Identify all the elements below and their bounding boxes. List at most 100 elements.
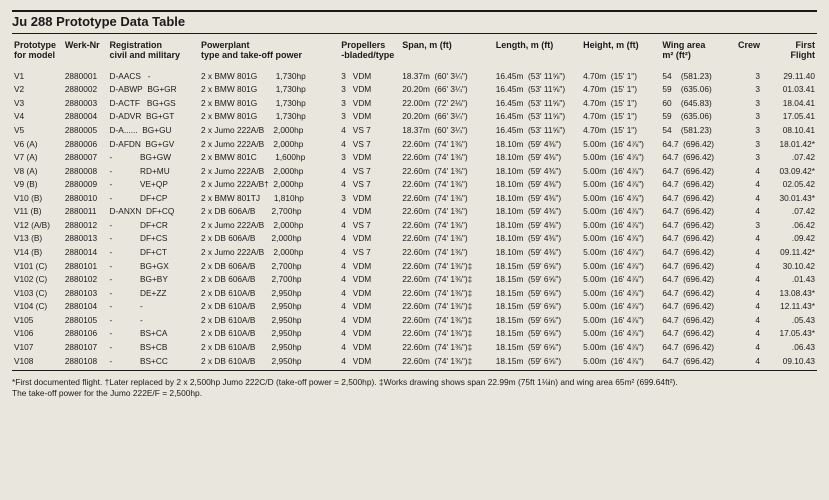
cell-power: 2 x BMW 801G 1,730hp xyxy=(199,97,339,111)
cell-crew: 3 xyxy=(732,65,762,83)
cell-prop: 4 VDM xyxy=(339,314,400,328)
cell-span: 22.60m (74' 1⅜") xyxy=(400,219,494,233)
cell-flight: 30.01.43* xyxy=(762,192,817,206)
cell-werk: 2880103 xyxy=(63,287,108,301)
cell-werk: 2880005 xyxy=(63,124,108,138)
cell-proto: V5 xyxy=(12,124,63,138)
cell-reg: D-ANXN DF+CQ xyxy=(108,205,199,219)
cell-werk: 2880004 xyxy=(63,110,108,124)
cell-wing: 64.7 (696.42) xyxy=(660,259,731,273)
cell-proto: V103 (C) xyxy=(12,287,63,301)
col-header-prop: Propellers-bladed/type xyxy=(339,38,400,65)
col-header-length: Length, m (ft) xyxy=(494,38,581,65)
cell-flight: 13.08.43* xyxy=(762,287,817,301)
cell-power: 2 x DB 610A/B 2,950hp xyxy=(199,327,339,341)
cell-span: 20.20m (66' 3¼") xyxy=(400,110,494,124)
cell-length: 18.15m (59' 6⅝") xyxy=(494,273,581,287)
cell-span: 20.20m (66' 3¼") xyxy=(400,83,494,97)
cell-werk: 2880101 xyxy=(63,259,108,273)
cell-prop: 4 VDM xyxy=(339,300,400,314)
cell-flight: 03.09.42* xyxy=(762,164,817,178)
cell-flight: .06.42 xyxy=(762,219,817,233)
cell-length: 18.15m (59' 6⅝") xyxy=(494,314,581,328)
cell-span: 22.60m (74' 1⅜")‡ xyxy=(400,354,494,368)
cell-flight: 30.10.42 xyxy=(762,259,817,273)
cell-proto: V10 (B) xyxy=(12,192,63,206)
cell-reg: D-ABWP BG+GR xyxy=(108,83,199,97)
cell-wing: 54 (581.23) xyxy=(660,124,731,138)
table-row: V101 (C)2880101- BG+GX2 x DB 606A/B 2,70… xyxy=(12,259,817,273)
cell-wing: 64.7 (696.42) xyxy=(660,314,731,328)
cell-prop: 4 VDM xyxy=(339,273,400,287)
cell-power: 2 x DB 610A/B 2,950hp xyxy=(199,341,339,355)
cell-span: 22.60m (74' 1⅜") xyxy=(400,137,494,151)
cell-span: 22.60m (74' 1⅜") xyxy=(400,192,494,206)
cell-height: 5.00m (16' 4⅞") xyxy=(581,192,660,206)
cell-length: 18.10m (59' 4⅜") xyxy=(494,137,581,151)
cell-crew: 4 xyxy=(732,287,762,301)
cell-reg: D-A...... BG+GU xyxy=(108,124,199,138)
cell-werk: 2880107 xyxy=(63,341,108,355)
cell-werk: 2880009 xyxy=(63,178,108,192)
cell-crew: 4 xyxy=(732,178,762,192)
cell-werk: 2880013 xyxy=(63,232,108,246)
cell-proto: V11 (B) xyxy=(12,205,63,219)
cell-height: 4.70m (15' 1") xyxy=(581,83,660,97)
cell-power: 2 x BMW 801G 1,730hp xyxy=(199,83,339,97)
cell-wing: 64.7 (696.42) xyxy=(660,246,731,260)
cell-wing: 64.7 (696.42) xyxy=(660,164,731,178)
cell-height: 5.00m (16' 4⅞") xyxy=(581,137,660,151)
cell-proto: V8 (A) xyxy=(12,164,63,178)
cell-span: 22.60m (74' 1⅜")‡ xyxy=(400,341,494,355)
cell-crew: 4 xyxy=(732,164,762,178)
table-row: V14 (B)2880014- DF+CT2 x Jumo 222A/B 2,0… xyxy=(12,246,817,260)
cell-prop: 4 VS 7 xyxy=(339,219,400,233)
cell-flight: 29.11.40 xyxy=(762,65,817,83)
cell-prop: 4 VDM xyxy=(339,327,400,341)
cell-werk: 2880011 xyxy=(63,205,108,219)
cell-proto: V104 (C) xyxy=(12,300,63,314)
bottom-rule xyxy=(12,370,817,371)
cell-flight: 12.11.43* xyxy=(762,300,817,314)
cell-power: 2 x DB 610A/B 2,950hp xyxy=(199,354,339,368)
cell-height: 5.00m (16' 4⅞") xyxy=(581,354,660,368)
cell-wing: 64.7 (696.42) xyxy=(660,178,731,192)
cell-prop: 4 VDM xyxy=(339,259,400,273)
cell-flight: .09.42 xyxy=(762,232,817,246)
cell-werk: 2880104 xyxy=(63,300,108,314)
cell-flight: .07.42 xyxy=(762,151,817,165)
cell-power: 2 x Jumo 222A/B 2,000hp xyxy=(199,137,339,151)
header-row: Prototypefor modelWerk-NrRegistrationciv… xyxy=(12,38,817,65)
cell-proto: V9 (B) xyxy=(12,178,63,192)
cell-flight: 08.10.41 xyxy=(762,124,817,138)
cell-height: 4.70m (15' 1") xyxy=(581,65,660,83)
col-header-span: Span, m (ft) xyxy=(400,38,494,65)
table-row: V12 (A/B)2880012- DF+CR2 x Jumo 222A/B 2… xyxy=(12,219,817,233)
cell-werk: 2880106 xyxy=(63,327,108,341)
cell-length: 18.10m (59' 4⅜") xyxy=(494,192,581,206)
cell-crew: 4 xyxy=(732,192,762,206)
cell-werk: 2880105 xyxy=(63,314,108,328)
table-row: V9 (B)2880009- VE+QP2 x Jumo 222A/B† 2,0… xyxy=(12,178,817,192)
cell-length: 18.15m (59' 6⅝") xyxy=(494,259,581,273)
cell-power: 2 x DB 610A/B 2,950hp xyxy=(199,314,339,328)
cell-reg: - DF+CP xyxy=(108,192,199,206)
cell-flight: 09.11.42* xyxy=(762,246,817,260)
cell-crew: 4 xyxy=(732,273,762,287)
cell-crew: 4 xyxy=(732,205,762,219)
cell-power: 2 x Jumo 222A/B† 2,000hp xyxy=(199,178,339,192)
cell-crew: 3 xyxy=(732,83,762,97)
cell-crew: 4 xyxy=(732,314,762,328)
table-row: V6 (A)2880006D-AFDN BG+GV2 x Jumo 222A/B… xyxy=(12,137,817,151)
cell-prop: 4 VDM xyxy=(339,232,400,246)
cell-height: 5.00m (16' 4⅞") xyxy=(581,164,660,178)
cell-crew: 3 xyxy=(732,110,762,124)
cell-reg: - DF+CR xyxy=(108,219,199,233)
top-rule xyxy=(12,33,817,34)
cell-prop: 4 VS 7 xyxy=(339,137,400,151)
cell-proto: V101 (C) xyxy=(12,259,63,273)
cell-height: 5.00m (16' 4⅞") xyxy=(581,219,660,233)
cell-proto: V14 (B) xyxy=(12,246,63,260)
table-row: V13 (B)2880013- DF+CS2 x DB 606A/B 2,000… xyxy=(12,232,817,246)
cell-power: 2 x Jumo 222A/B 2,000hp xyxy=(199,219,339,233)
